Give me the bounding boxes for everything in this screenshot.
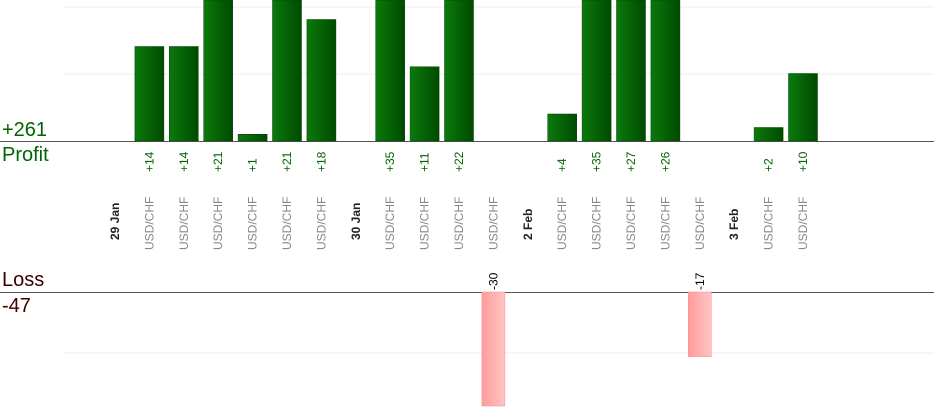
value-label: +35 — [590, 151, 604, 172]
loss-total-value: -47 — [2, 295, 31, 317]
value-label: -17 — [693, 272, 707, 290]
profit-bar — [581, 0, 612, 142]
value-label: +26 — [658, 151, 672, 172]
profit-bar — [237, 134, 268, 142]
instrument-label: USD/CHF — [624, 197, 638, 250]
value-label: +4 — [555, 158, 569, 172]
instrument-label: USD/CHF — [280, 197, 294, 250]
profit-bar — [444, 0, 474, 142]
value-label: +10 — [796, 151, 810, 172]
value-label: +22 — [452, 151, 466, 172]
date-label: 30 Jan — [349, 203, 363, 240]
instrument-label: USD/CHF — [246, 197, 260, 250]
profit-total-value: +261 — [2, 119, 48, 141]
instrument-label: USD/CHF — [177, 197, 191, 250]
value-label: -30 — [486, 272, 500, 290]
bars — [134, 0, 818, 407]
labels: 29 Jan USD/CHF +14 USD/CHF +14 USD/CHF +21 USD/… — [108, 151, 810, 290]
profit-bar — [616, 0, 646, 142]
profit-bar — [650, 0, 681, 142]
instrument-label: USD/CHF — [314, 197, 328, 250]
value-label: +18 — [314, 151, 328, 172]
value-label: +14 — [142, 151, 156, 172]
loss-bar — [688, 291, 712, 357]
instrument-label: USD/CHF — [762, 197, 776, 250]
instrument-label: USD/CHF — [383, 197, 397, 250]
value-label: +14 — [177, 151, 191, 172]
value-label: +21 — [280, 151, 294, 172]
profit-bar — [409, 66, 440, 142]
value-label: +21 — [211, 151, 225, 172]
profit-bar — [203, 0, 233, 142]
date-label: 2 Feb — [521, 209, 535, 240]
instrument-label: USD/CHF — [452, 197, 466, 250]
instrument-label: USD/CHF — [658, 197, 672, 250]
value-label: +35 — [383, 151, 397, 172]
loss-bar — [481, 291, 506, 407]
profit-bar — [375, 0, 405, 142]
profit-bar — [547, 113, 577, 142]
profit-bar — [134, 46, 165, 142]
instrument-label: USD/CHF — [486, 197, 500, 250]
value-label: +1 — [246, 158, 260, 172]
profit-bar — [272, 0, 302, 142]
instrument-label: USD/CHF — [555, 197, 569, 250]
profit-bar — [306, 19, 337, 142]
instrument-label: USD/CHF — [211, 197, 225, 250]
loss-label: Loss — [2, 269, 45, 291]
profit-label: Profit — [2, 144, 49, 166]
instrument-label: USD/CHF — [590, 197, 604, 250]
profit-bar — [788, 73, 818, 142]
value-label: +11 — [418, 152, 432, 172]
date-label: 29 Jan — [108, 203, 122, 240]
instrument-label: USD/CHF — [418, 197, 432, 250]
date-label: 3 Feb — [727, 209, 741, 240]
instrument-label: USD/CHF — [693, 197, 707, 250]
value-label: +2 — [762, 158, 776, 172]
value-label: +27 — [624, 151, 638, 172]
axes — [0, 141, 934, 293]
instrument-label: USD/CHF — [142, 197, 156, 250]
instrument-label: USD/CHF — [796, 197, 810, 250]
profit-bar — [753, 127, 784, 142]
profit-bar — [169, 46, 199, 142]
